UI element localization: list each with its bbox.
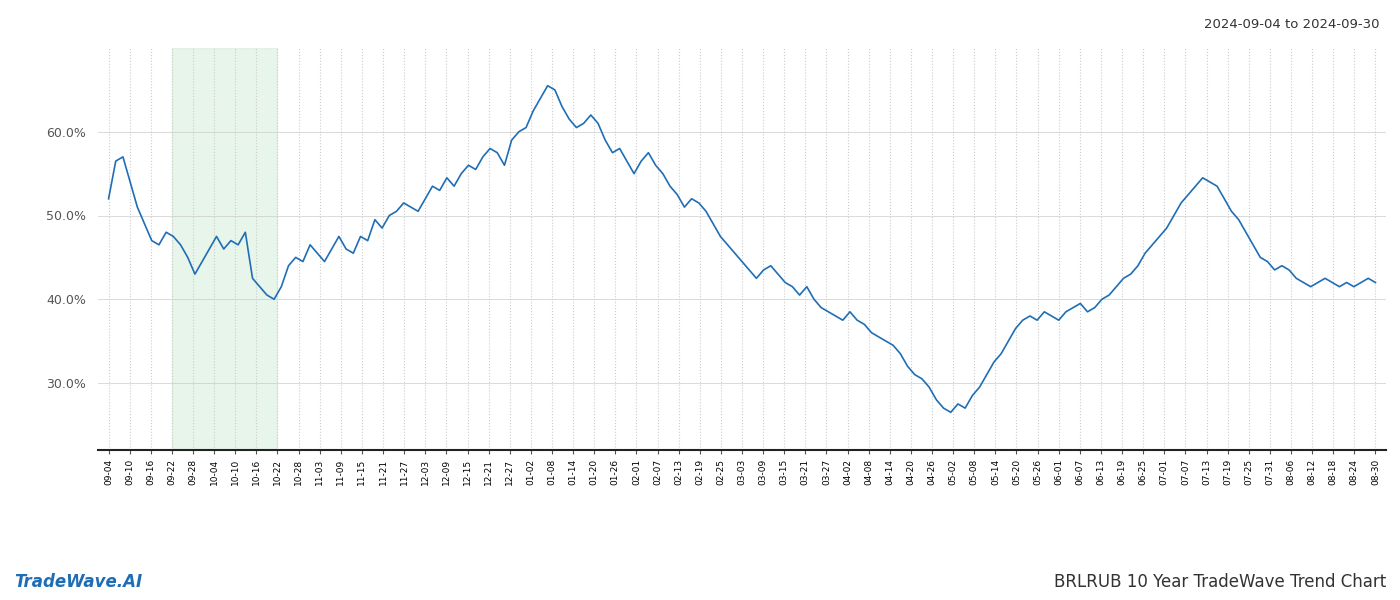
Bar <box>172 48 277 450</box>
Text: 2024-09-04 to 2024-09-30: 2024-09-04 to 2024-09-30 <box>1204 18 1379 31</box>
Text: BRLRUB 10 Year TradeWave Trend Chart: BRLRUB 10 Year TradeWave Trend Chart <box>1054 573 1386 591</box>
Text: TradeWave.AI: TradeWave.AI <box>14 573 143 591</box>
